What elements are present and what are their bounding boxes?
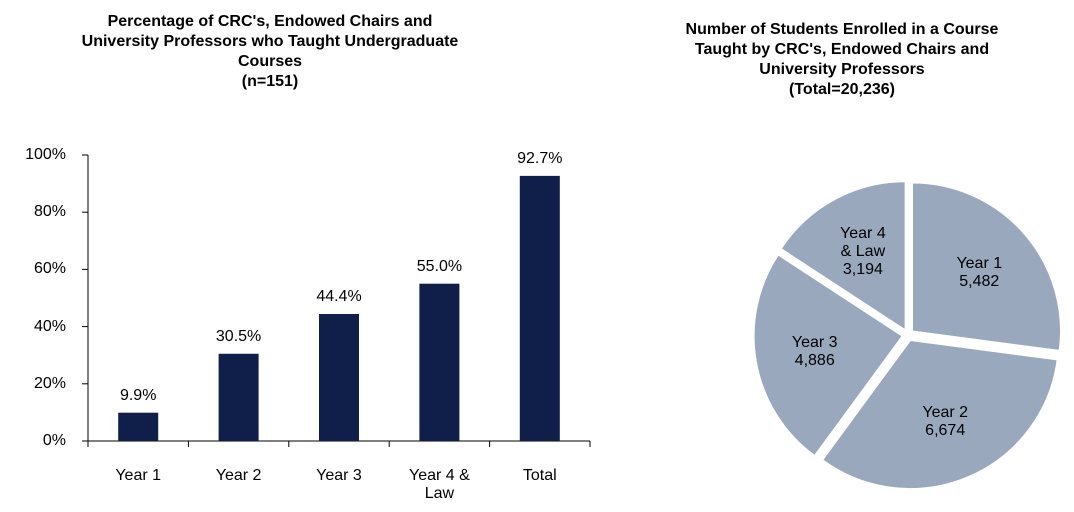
pie-slice [753, 254, 903, 457]
chart-subtitle: (Total=20,236) [789, 81, 895, 98]
slice-value: 5,482 [959, 272, 1000, 290]
chart-title: Number of Students Enrolled in a Course … [685, 21, 999, 78]
pie-slice [780, 181, 906, 331]
y-tick-label: 40% [33, 317, 66, 335]
y-tick-label: 20% [33, 374, 66, 392]
slice-category: Year 1 [956, 254, 1003, 272]
x-tick-label: Total [522, 467, 557, 484]
bar [118, 412, 159, 441]
data-label: 92.7% [517, 149, 563, 167]
bar [218, 353, 259, 441]
x-tick-label: Year 4 & Law [408, 467, 470, 502]
y-tick-label: 60% [33, 260, 66, 278]
pie-slice [912, 182, 1062, 351]
bar-title-block: Percentage of CRC's, Endowed Chairs and … [80, 12, 460, 92]
y-tick-label: 80% [33, 203, 66, 221]
pie-slice [822, 339, 1058, 489]
x-tick-label: Year 3 [316, 467, 362, 484]
bar [519, 175, 560, 442]
chart-title: Percentage of CRC's, Endowed Chairs and … [81, 13, 459, 70]
slice-label: Year 1 5,482 [944, 255, 1014, 291]
data-label: 30.5% [215, 327, 262, 345]
slice-value: 4,886 [794, 351, 835, 369]
data-label: 55.0% [416, 257, 463, 275]
slice-value: 6,674 [925, 422, 966, 440]
bar [319, 314, 359, 441]
data-label: 9.9% [119, 386, 157, 404]
x-tick-label: Year 2 [215, 467, 262, 484]
slice-label: Year 2 6,674 [910, 404, 980, 440]
slice-category: Year 4 & Law [840, 224, 886, 260]
slice-category: Year 3 [791, 333, 838, 351]
slice-label: Year 4 & Law 3,194 [828, 225, 898, 279]
x-tick-label: Year 1 [115, 467, 162, 484]
chart-subtitle: (n=151) [241, 73, 299, 90]
bar [419, 283, 460, 441]
slice-label: Year 3 4,886 [780, 334, 850, 370]
y-tick-label: 0% [42, 432, 66, 449]
pie-title-block: Number of Students Enrolled in a Course … [662, 20, 1022, 100]
data-label: 44.4% [316, 288, 362, 306]
y-tick-label: 100% [25, 146, 66, 163]
slice-value: 3,194 [842, 260, 883, 278]
slice-category: Year 2 [922, 404, 969, 422]
